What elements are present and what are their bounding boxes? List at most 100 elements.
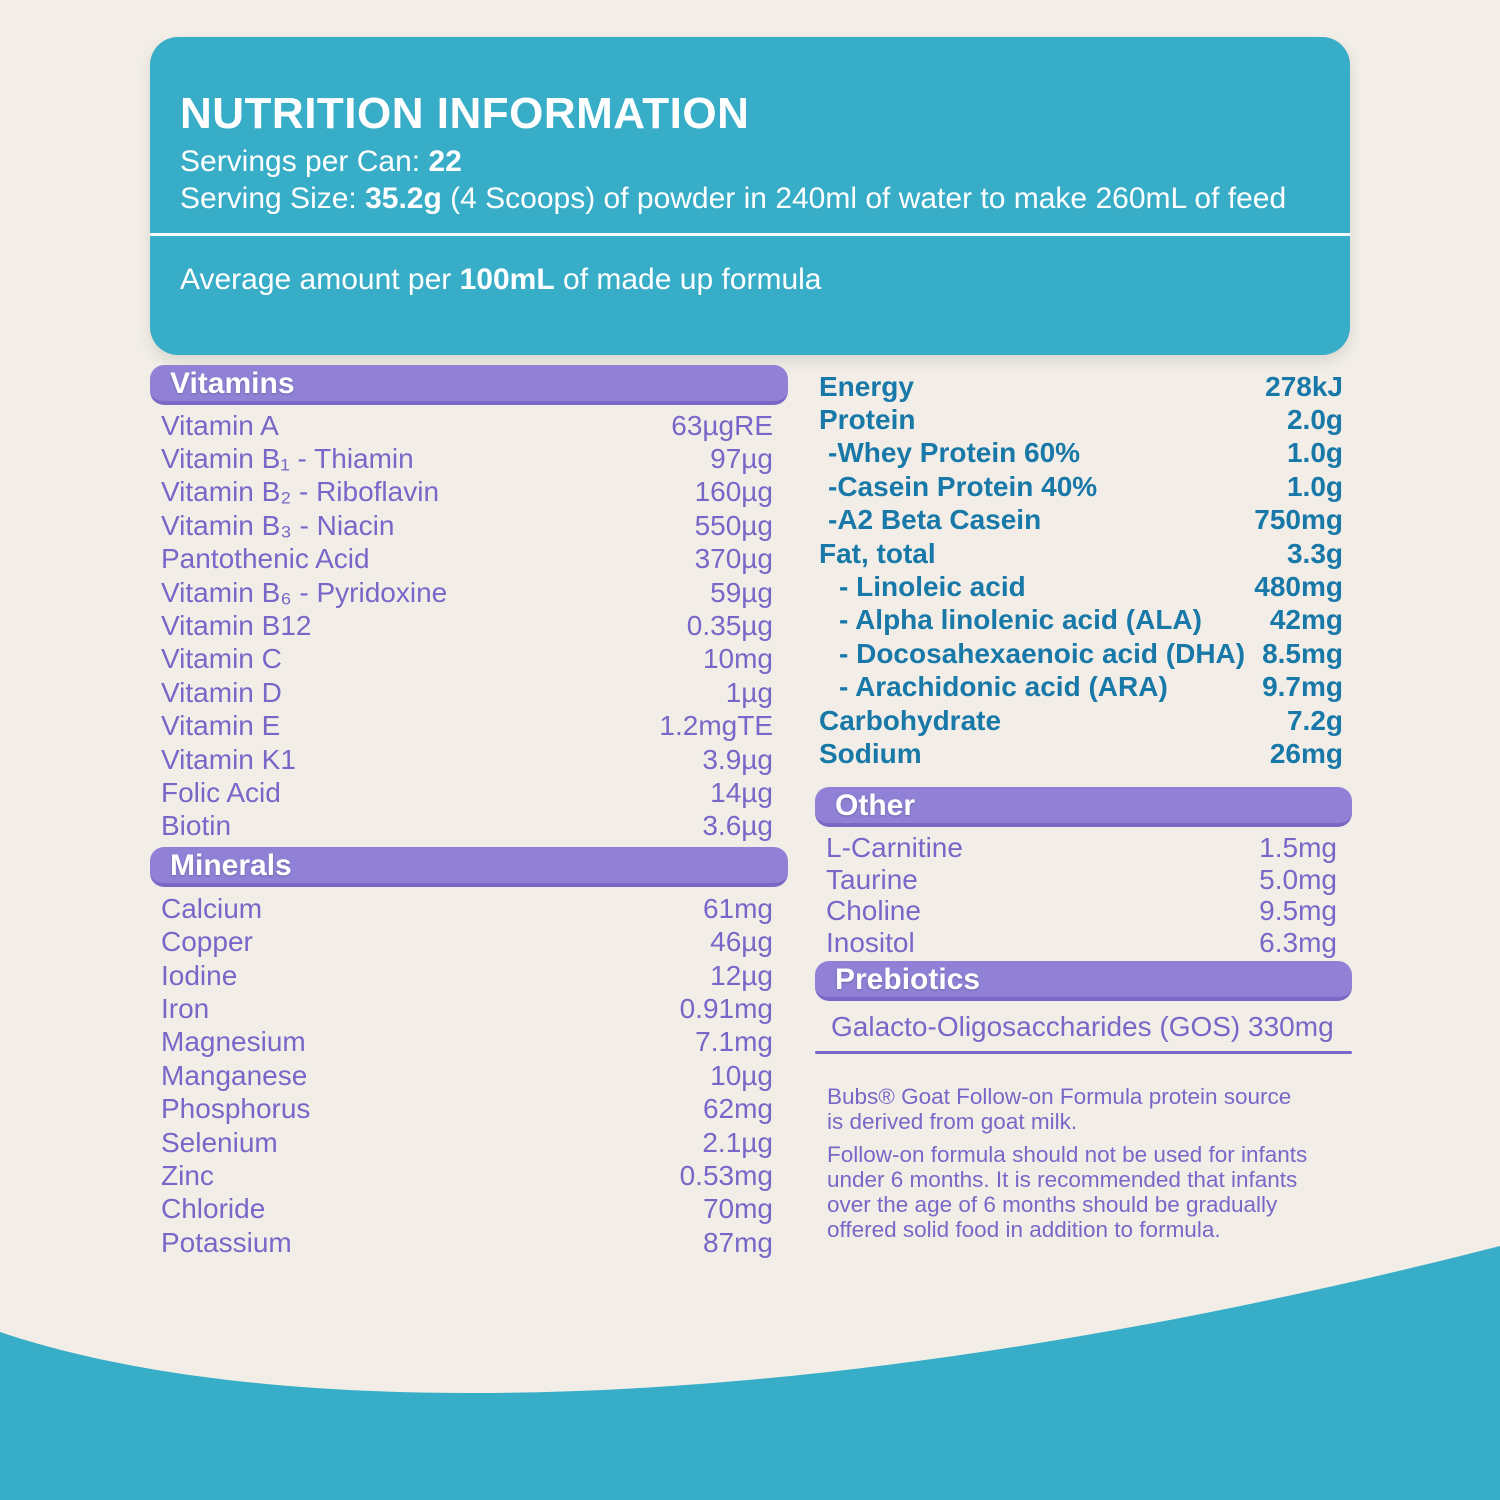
mineral-row-value: 7.1mg	[695, 1026, 773, 1058]
vitamin-row-label: Vitamin B₆ - Pyridoxine	[161, 576, 448, 608]
mineral-row-value: 61mg	[702, 892, 773, 924]
mineral-row-label: Zinc	[161, 1159, 214, 1191]
footnote-paragraph: Follow-on formula should not be used for…	[827, 1141, 1308, 1242]
servings-label: Servings per Can:	[180, 145, 429, 178]
macronutrient-row: Carbohydrate 7.2g	[815, 704, 1352, 737]
vitamin-row-label: Biotin	[161, 810, 232, 842]
servings-value: 22	[428, 145, 462, 178]
prebiotics-underline	[815, 1050, 1352, 1054]
mineral-row: Calcium 61mg	[150, 892, 788, 925]
macronutrient-row-value: 2.0g	[1286, 404, 1343, 436]
mineral-row-value: 0.53mg	[679, 1159, 773, 1191]
average-amount-suffix: of made up formula	[554, 263, 822, 296]
vitamin-row-label: Folic Acid	[161, 776, 281, 808]
mineral-row: Iron 0.91mg	[150, 992, 788, 1025]
macronutrient-row-label: Energy	[819, 370, 914, 402]
vitamin-row-value: 1µg	[725, 676, 773, 708]
vitamin-row: Vitamin A 63µgRE	[150, 409, 788, 442]
mineral-row-label: Manganese	[161, 1059, 308, 1091]
vitamin-row-label: Vitamin B₂ - Riboflavin	[161, 476, 440, 508]
macronutrient-row: Energy 278kJ	[815, 370, 1352, 403]
vitamin-row: Vitamin B₂ - Riboflavin 160µg	[150, 476, 788, 509]
vitamin-row: Vitamin D 1µg	[150, 676, 788, 709]
serving-size-value: 35.2g	[365, 182, 442, 215]
mineral-row-value: 10µg	[710, 1059, 773, 1091]
macronutrient-row-label: Protein	[819, 404, 916, 436]
mineral-row: Zinc 0.53mg	[150, 1159, 788, 1192]
macronutrient-row: - Arachidonic acid (ARA) 9.7mg	[815, 671, 1352, 704]
vitamin-row: Folic Acid 14µg	[150, 776, 788, 809]
macronutrient-row-label: Sodium	[819, 737, 922, 769]
other-row: Taurine 5.0mg	[815, 864, 1352, 896]
macronutrient-rows: Energy 278kJ Protein 2.0g -Whey Protein 60% 1…	[815, 370, 1352, 771]
mineral-row-value: 12µg	[710, 959, 773, 991]
vitamin-row-value: 59µg	[710, 576, 773, 608]
vitamin-row-label: Vitamin A	[161, 409, 279, 441]
other-row-label: L-Carnitine	[826, 832, 963, 864]
vitamin-row: Vitamin B₃ - Niacin 550µg	[150, 509, 788, 542]
mineral-row: Potassium 87mg	[150, 1226, 788, 1259]
mineral-row-value: 70mg	[702, 1193, 773, 1225]
bottom-wave-decoration	[0, 1230, 1500, 1500]
macronutrient-row: -A2 Beta Casein 750mg	[815, 504, 1352, 537]
macronutrient-row-value: 3.3g	[1286, 537, 1343, 569]
vitamin-row-value: 0.35µg	[686, 610, 773, 642]
macronutrient-row-label: Fat, total	[819, 537, 936, 569]
vitamin-row-value: 14µg	[710, 776, 773, 808]
vitamins-rows: Vitamin A 63µgRE Vitamin B₁ - Thiamin 97µg V…	[150, 409, 788, 843]
vitamin-row-label: Vitamin B₃ - Niacin	[161, 509, 395, 541]
mineral-row: Magnesium 7.1mg	[150, 1026, 788, 1059]
mineral-row: Copper 46µg	[150, 925, 788, 958]
vitamin-row-label: Pantothenic Acid	[161, 543, 370, 575]
macronutrient-row-value: 8.5mg	[1262, 637, 1343, 669]
other-row-value: 9.5mg	[1259, 895, 1337, 927]
other-row-label: Inositol	[826, 926, 915, 958]
macronutrient-row-label: -A2 Beta Casein	[828, 504, 1042, 536]
average-amount-prefix: Average amount per	[180, 263, 460, 296]
other-section-header: Other	[815, 786, 1352, 827]
prebiotics-gos-line: Galacto-Oligosaccharides (GOS) 330mg	[831, 1010, 1334, 1042]
vitamin-row: Biotin 3.6µg	[150, 810, 788, 843]
other-row: Inositol 6.3mg	[815, 927, 1352, 959]
vitamin-row-label: Vitamin E	[161, 710, 281, 742]
other-row-value: 6.3mg	[1259, 926, 1337, 958]
vitamin-row: Vitamin B₁ - Thiamin 97µg	[150, 442, 788, 475]
mineral-row-value: 87mg	[702, 1226, 773, 1258]
serving-size-line: Serving Size: 35.2g (4 Scoops) of powder…	[180, 184, 1286, 214]
macronutrient-row: - Alpha linolenic acid (ALA) 42mg	[815, 604, 1352, 637]
mineral-row-value: 46µg	[710, 926, 773, 958]
other-row-label: Taurine	[826, 863, 918, 895]
vitamins-section-header: Vitamins	[150, 365, 788, 405]
macronutrient-row-value: 278kJ	[1265, 370, 1343, 402]
macronutrient-row: Sodium 26mg	[815, 737, 1352, 770]
mineral-row-label: Phosphorus	[161, 1093, 311, 1125]
vitamin-row: Vitamin B12 0.35µg	[150, 609, 788, 642]
other-row-value: 1.5mg	[1259, 832, 1337, 864]
other-row: Choline 9.5mg	[815, 895, 1352, 928]
macronutrient-row-value: 9.7mg	[1262, 671, 1343, 703]
mineral-row: Chloride 70mg	[150, 1193, 788, 1226]
other-row-label: Choline	[826, 895, 921, 927]
macronutrient-row-value: 26mg	[1269, 737, 1343, 769]
macronutrient-row-value: 480mg	[1254, 571, 1343, 603]
macronutrient-row: Protein 2.0g	[815, 403, 1352, 436]
right-column: Energy 278kJ Protein 2.0g -Whey Protein 60% 1…	[815, 370, 1352, 1250]
vitamin-row-value: 97µg	[710, 443, 773, 475]
mineral-row-label: Iron	[161, 992, 210, 1024]
macronutrient-row: - Linoleic acid 480mg	[815, 570, 1352, 603]
mineral-row-value: 62mg	[702, 1093, 773, 1125]
mineral-row: Iodine 12µg	[150, 959, 788, 992]
vitamin-row-value: 10mg	[702, 643, 773, 675]
macronutrient-row-value: 42mg	[1269, 604, 1343, 636]
vitamin-row: Vitamin E 1.2mgTE	[150, 710, 788, 743]
vitamin-row-value: 370µg	[694, 543, 773, 575]
vitamin-row: Vitamin C 10mg	[150, 643, 788, 676]
macronutrient-row-label: - Arachidonic acid (ARA)	[839, 671, 1168, 703]
footnote-paragraph: Bubs® Goat Follow-on Formula protein sou…	[827, 1083, 1292, 1134]
mineral-row-label: Chloride	[161, 1193, 266, 1225]
macronutrient-row-label: -Casein Protein 40%	[828, 470, 1098, 502]
header-divider-line	[150, 233, 1350, 236]
vitamin-row-value: 160µg	[694, 476, 773, 508]
mineral-row-label: Selenium	[161, 1126, 278, 1158]
macronutrient-row: -Casein Protein 40% 1.0g	[815, 470, 1352, 503]
